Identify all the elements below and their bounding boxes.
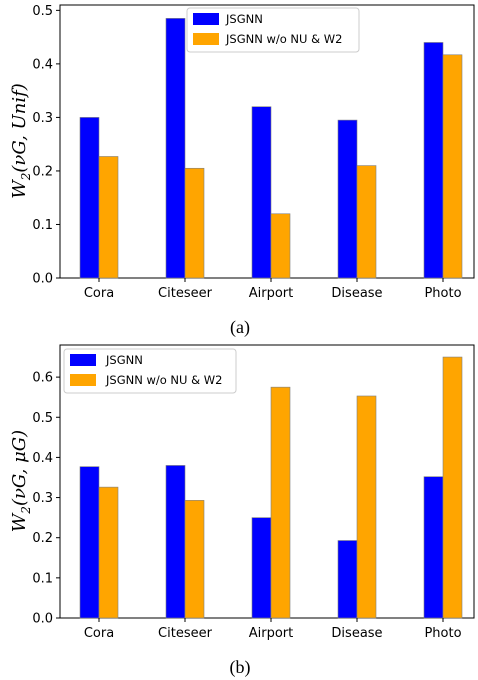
x-tick-label: Airport [249, 626, 294, 641]
y-axis-label: W2(νG, μG) [9, 430, 33, 532]
x-axis: Cora Citeseer Airport Disease Photo [84, 618, 462, 641]
bars-group [79, 18, 463, 279]
legend-swatch-jsgnn [70, 354, 96, 366]
bar-ablation-disease [356, 165, 377, 279]
y-tick-label: 0.2 [32, 164, 53, 179]
bar-jsgnn-photo [423, 476, 444, 619]
y-tick-label: 0.1 [32, 218, 53, 233]
y-tick-label: 0.4 [32, 451, 53, 466]
chart-panel-b: 0.0 0.1 0.2 0.3 0.4 0.5 0.6 Cora Citeseer Airpor… [9, 344, 475, 678]
bar-ablation-photo [442, 54, 463, 279]
y-tick-label: 0.5 [32, 411, 53, 426]
caption: (b) [230, 657, 251, 678]
y-tick-label: 0.5 [32, 4, 53, 19]
bar-ablation-airport [270, 386, 291, 619]
bars-group [79, 356, 463, 619]
bar-jsgnn-cora [79, 466, 100, 619]
legend-box [186, 7, 360, 53]
bar-ablation-cora [98, 156, 119, 279]
legend-label-ablation: JSGNN w/o NU & W2 [225, 32, 342, 46]
y-axis: 0.0 0.1 0.2 0.3 0.4 0.5 0.6 [32, 371, 60, 627]
bar-jsgnn-disease [337, 119, 358, 279]
bar-jsgnn-airport [251, 517, 272, 619]
y-axis-label: W2(νG, Unif) [9, 83, 33, 199]
bar-ablation-disease [356, 395, 377, 619]
y-tick-label: 0.0 [32, 612, 53, 627]
y-tick-label: 0.3 [32, 491, 53, 506]
y-axis-label-subscript: 2 [19, 506, 33, 515]
x-tick-label: Citeseer [158, 626, 213, 641]
x-tick-label: Disease [331, 286, 382, 301]
bar-ablation-photo [442, 356, 463, 619]
y-axis-label-subscript: 2 [19, 173, 33, 182]
x-tick-label: Cora [84, 286, 114, 301]
y-tick-label: 0.6 [32, 371, 53, 386]
x-tick-label: Photo [424, 626, 461, 641]
bar-ablation-cora [98, 486, 119, 619]
legend-swatch-ablation [70, 374, 96, 386]
bar-ablation-citeseer [184, 167, 205, 279]
y-tick-label: 0.2 [32, 531, 53, 546]
y-tick-label: 0.3 [32, 111, 53, 126]
y-tick-label: 0.0 [32, 272, 53, 287]
y-axis: 0.0 0.1 0.2 0.3 0.4 0.5 [32, 4, 60, 287]
y-axis-label-args: (νG, μG) [9, 430, 30, 506]
legend-box [63, 348, 237, 394]
y-tick-label: 0.4 [32, 57, 53, 72]
bar-jsgnn-disease [337, 540, 358, 619]
x-tick-label: Cora [84, 626, 114, 641]
bar-jsgnn-citeseer [165, 18, 186, 279]
bar-jsgnn-photo [423, 42, 444, 279]
x-tick-label: Citeseer [158, 286, 213, 301]
x-tick-label: Airport [249, 286, 294, 301]
legend-label-jsgnn: JSGNN [225, 12, 263, 26]
bar-jsgnn-cora [79, 117, 100, 279]
bar-jsgnn-airport [251, 106, 272, 279]
y-axis-label-args: (νG, Unif) [9, 83, 30, 172]
bar-ablation-airport [270, 213, 291, 279]
bar-ablation-citeseer [184, 500, 205, 619]
legend-swatch-jsgnn [193, 13, 219, 25]
x-axis: Cora Citeseer Airport Disease Photo [84, 278, 462, 301]
y-tick-label: 0.1 [32, 571, 53, 586]
legend-swatch-ablation [193, 33, 219, 45]
caption: (a) [230, 317, 250, 338]
legend: JSGNN JSGNN w/o NU & W2 [186, 7, 360, 53]
bar-jsgnn-citeseer [165, 465, 186, 619]
x-tick-label: Disease [331, 626, 382, 641]
legend-label-ablation: JSGNN w/o NU & W2 [105, 373, 222, 387]
chart-panel-a: 0.0 0.1 0.2 0.3 0.4 0.5 Cora Citeseer Airport Di… [9, 4, 475, 338]
legend: JSGNN JSGNN w/o NU & W2 [63, 348, 237, 394]
x-tick-label: Photo [424, 286, 461, 301]
legend-label-jsgnn: JSGNN [105, 353, 143, 367]
